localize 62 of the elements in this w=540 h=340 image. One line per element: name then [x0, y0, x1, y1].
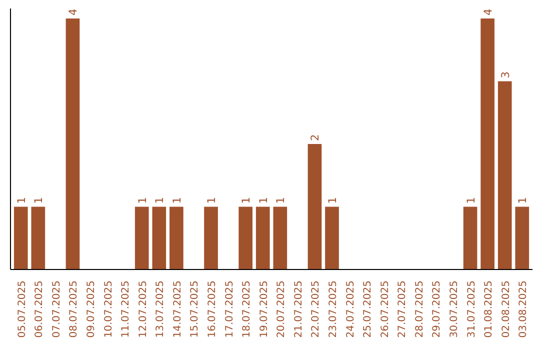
x-tick-label: 18.07.2025 [242, 280, 253, 338]
bar [204, 206, 218, 270]
bar [273, 206, 288, 270]
bar [31, 206, 46, 270]
data-label: 4 [482, 8, 495, 16]
bar [238, 206, 252, 270]
data-label: 1 [205, 196, 218, 204]
x-tick-label: 28.07.2025 [414, 280, 426, 338]
x-tick-label: 23.07.2025 [328, 280, 339, 338]
x-tick-label: 09.07.2025 [86, 280, 98, 338]
bar [134, 206, 149, 270]
x-tick-label: 08.07.2025 [68, 280, 80, 338]
x-tick-label: 12.07.2025 [138, 280, 149, 338]
x-tick-label: 02.08.2025 [500, 280, 512, 338]
x-tick-label: 13.07.2025 [155, 280, 166, 338]
x-tick-label: 15.07.2025 [190, 280, 201, 338]
x-tick-label: 01.08.2025 [484, 280, 495, 338]
bar [66, 18, 80, 270]
x-tick-label: 17.07.2025 [224, 280, 236, 338]
data-label: 1 [14, 196, 28, 204]
data-label: 1 [464, 196, 478, 204]
data-label: 1 [274, 196, 288, 204]
bar [170, 206, 184, 270]
x-tick-label: 06.07.2025 [34, 280, 46, 338]
bar [325, 206, 339, 270]
data-label: 4 [66, 8, 80, 16]
x-tick-label: 14.07.2025 [172, 280, 184, 338]
bar [308, 144, 322, 270]
x-tick-label: 30.07.2025 [448, 280, 460, 338]
x-tick-label: 07.07.2025 [51, 280, 62, 338]
bar [463, 206, 478, 270]
bar [14, 206, 28, 270]
x-tick-label: 05.07.2025 [16, 280, 28, 338]
x-tick-label: 29.07.2025 [432, 280, 443, 338]
x-tick-label: 21.07.2025 [293, 280, 304, 338]
bar [256, 206, 270, 270]
data-label: 1 [516, 196, 530, 204]
x-tick-label: 26.07.2025 [380, 280, 391, 338]
bar [515, 206, 530, 270]
x-tick-label: 22.07.2025 [310, 280, 322, 338]
data-label: 1 [136, 196, 149, 204]
x-tick-label: 19.07.2025 [258, 280, 270, 338]
data-label: 1 [256, 196, 270, 204]
bar [480, 18, 494, 270]
data-label: 1 [170, 196, 184, 204]
bar [152, 206, 166, 270]
x-tick-label: 10.07.2025 [103, 280, 114, 338]
x-tick-label: 27.07.2025 [397, 280, 408, 338]
x-tick-label: 11.07.2025 [120, 280, 132, 338]
data-label: 3 [498, 72, 512, 78]
data-label: 1 [32, 196, 46, 204]
x-tick-label: 03.08.2025 [518, 280, 530, 338]
data-label: 1 [326, 196, 339, 204]
bar [498, 81, 512, 270]
data-label: 1 [153, 196, 166, 204]
data-label: 1 [240, 196, 253, 204]
x-tick-label: 20.07.2025 [276, 280, 288, 338]
data-label: 2 [308, 134, 322, 142]
x-tick-label: 16.07.2025 [207, 280, 218, 338]
x-tick-label: 31.07.2025 [466, 280, 478, 338]
x-tick-label: 24.07.2025 [345, 280, 356, 338]
x-tick-label: 25.07.2025 [362, 280, 374, 338]
